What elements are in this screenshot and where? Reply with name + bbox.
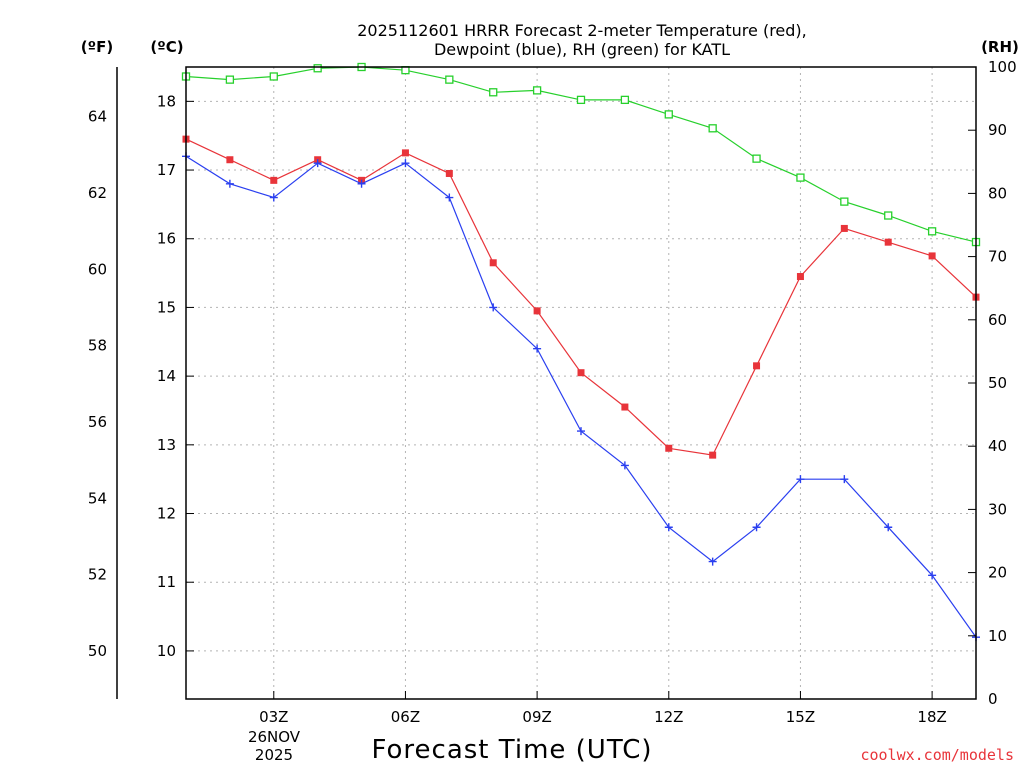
chart-title-line-2: Dewpoint (blue), RH (green) for KATL: [434, 40, 730, 59]
date-label-day: 26NOV: [248, 728, 301, 746]
temperature-point: [928, 252, 936, 260]
dewpoint-point: [840, 475, 849, 484]
dewpoint-point: [313, 159, 322, 168]
celsius-tick-label: 17: [157, 161, 176, 179]
credit-text: coolwx.com/models: [860, 746, 1014, 764]
plot-frame: [185, 66, 977, 700]
rh-unit-label: (RH): [981, 38, 1019, 56]
grid-lines: [186, 67, 976, 699]
date-label-year: 2025: [255, 746, 293, 764]
dewpoint-point: [577, 427, 585, 436]
temperature-point: [401, 149, 409, 157]
dewpoint-point: [533, 344, 542, 353]
temperature-point: [753, 362, 761, 370]
temperature-point: [665, 444, 673, 452]
fahrenheit-tick-label: 60: [88, 260, 107, 278]
x-tick-label: 12Z: [654, 708, 683, 726]
chart-title-line-1: 2025112601 HRRR Forecast 2-meter Tempera…: [357, 21, 807, 40]
x-tick-label: 18Z: [917, 708, 946, 726]
rh-tick-label: 50: [988, 374, 1007, 392]
rh-tick-label: 70: [988, 248, 1007, 266]
fahrenheit-tick-label: 64: [88, 108, 107, 126]
dewpoint-point: [269, 193, 278, 202]
temperature-point: [840, 224, 848, 232]
rh-point: [489, 88, 498, 97]
rh-tick-label: 80: [988, 184, 1007, 202]
dewpoint-point: [796, 475, 805, 484]
celsius-unit-label: (ºC): [150, 38, 183, 56]
rh-line: [185, 66, 977, 243]
rh-tick-label: 100: [988, 58, 1017, 76]
celsius-tick-label: 14: [157, 367, 176, 385]
dewpoint-line: [185, 155, 977, 638]
fahrenheit-tick-label: 58: [88, 337, 107, 355]
temperature-point: [709, 451, 717, 459]
temperature-point: [489, 259, 497, 267]
dewpoint-point: [928, 571, 937, 580]
dewpoint-point: [445, 193, 454, 202]
rh-point: [225, 75, 235, 84]
celsius-tick-label: 10: [157, 642, 176, 660]
x-tick-label: 03Z: [259, 708, 288, 726]
x-tick-label: 09Z: [522, 708, 551, 726]
axis-ticks: 03Z 06Z 09Z 12Z 15Z 18Z 10 11 12 13 14 15 16 17 18 50 52…: [88, 58, 1017, 726]
fahrenheit-tick-label: 52: [88, 566, 107, 584]
fahrenheit-tick-label: 56: [88, 413, 107, 431]
celsius-tick-label: 15: [157, 298, 176, 316]
x-tick-label: 15Z: [786, 708, 815, 726]
dewpoint-point: [401, 159, 410, 168]
celsius-tick-label: 13: [157, 436, 176, 454]
rh-tick-label: 30: [988, 500, 1007, 518]
rh-tick-label: 40: [988, 437, 1007, 455]
dewpoint-point: [620, 461, 629, 470]
rh-tick-label: 0: [988, 690, 998, 708]
rh-point: [708, 124, 717, 133]
celsius-tick-label: 18: [157, 92, 176, 110]
temperature-point: [533, 307, 541, 315]
rh-tick-label: 20: [988, 564, 1007, 582]
x-tick-label: 06Z: [391, 708, 420, 726]
temperature-point: [621, 403, 629, 411]
rh-point: [752, 154, 761, 163]
dewpoint-point: [708, 557, 717, 566]
fahrenheit-unit-label: (ºF): [81, 38, 113, 56]
celsius-tick-label: 11: [157, 573, 176, 591]
temperature-point: [884, 238, 892, 246]
rh-point: [445, 75, 454, 84]
temperature-point: [796, 273, 804, 281]
fahrenheit-tick-label: 62: [88, 184, 107, 202]
rh-tick-label: 10: [988, 627, 1007, 645]
fahrenheit-tick-label: 50: [88, 642, 107, 660]
temperature-point: [270, 176, 278, 184]
rh-point: [664, 110, 673, 119]
temperature-point: [226, 156, 234, 164]
celsius-tick-label: 12: [157, 505, 176, 523]
rh-point: [620, 95, 630, 105]
rh-point: [269, 72, 278, 81]
rh-tick-label: 60: [988, 311, 1007, 329]
dewpoint-point: [225, 179, 234, 188]
rh-point: [532, 86, 542, 95]
rh-tick-label: 90: [988, 121, 1007, 139]
rh-point: [796, 173, 805, 182]
dewpoint-point: [752, 523, 761, 532]
x-axis-label: Forecast Time (UTC): [371, 735, 652, 765]
temperature-point: [445, 169, 453, 177]
rh-point: [313, 64, 322, 73]
rh-point: [576, 95, 586, 105]
temperature-line: [185, 138, 977, 456]
temperature-point: [577, 369, 585, 377]
dewpoint-point: [357, 179, 366, 188]
celsius-tick-label: 16: [157, 230, 176, 248]
data-series: [181, 62, 981, 642]
dewpoint-point: [489, 303, 498, 312]
dewpoint-point: [884, 523, 893, 532]
fahrenheit-tick-label: 54: [88, 489, 107, 507]
rh-point: [884, 211, 893, 220]
dewpoint-point: [664, 523, 673, 532]
rh-point: [840, 197, 849, 206]
rh-point: [927, 227, 937, 236]
